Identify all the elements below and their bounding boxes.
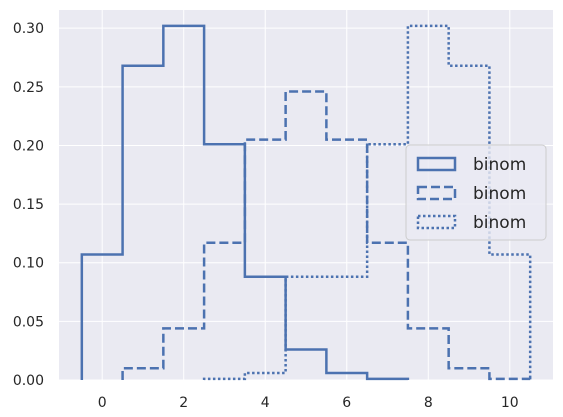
legend-label: binom bbox=[473, 155, 526, 175]
x-tick-label: 0 bbox=[98, 395, 107, 411]
series-dashed-step bbox=[121, 90, 532, 381]
x-tick-label: 6 bbox=[342, 395, 351, 411]
series-group bbox=[80, 24, 532, 381]
y-axis-ticks: 0.00 0.05 0.10 0.15 0.20 0.25 0.30 bbox=[13, 21, 44, 389]
y-tick-label: 0.05 bbox=[13, 314, 44, 330]
legend-label: binom bbox=[473, 213, 526, 233]
x-tick-label: 8 bbox=[424, 395, 433, 411]
legend-swatch-dotted bbox=[416, 214, 457, 230]
x-axis-ticks: 0 2 4 6 8 10 bbox=[98, 395, 519, 411]
legend: binom binom binom bbox=[405, 144, 547, 241]
legend-swatch-solid bbox=[416, 156, 457, 172]
legend-swatch-dashed bbox=[416, 185, 457, 201]
y-tick-label: 0.15 bbox=[13, 197, 44, 213]
y-tick-label: 0.00 bbox=[13, 373, 44, 389]
y-tick-label: 0.25 bbox=[13, 80, 44, 96]
y-tick-label: 0.10 bbox=[13, 256, 44, 272]
x-tick-label: 10 bbox=[501, 395, 519, 411]
legend-label: binom bbox=[473, 184, 526, 204]
y-tick-label: 0.30 bbox=[13, 21, 44, 37]
y-tick-label: 0.20 bbox=[13, 138, 44, 154]
series-dotted-step bbox=[202, 24, 532, 381]
x-tick-label: 4 bbox=[261, 395, 270, 411]
x-tick-label: 2 bbox=[179, 395, 188, 411]
